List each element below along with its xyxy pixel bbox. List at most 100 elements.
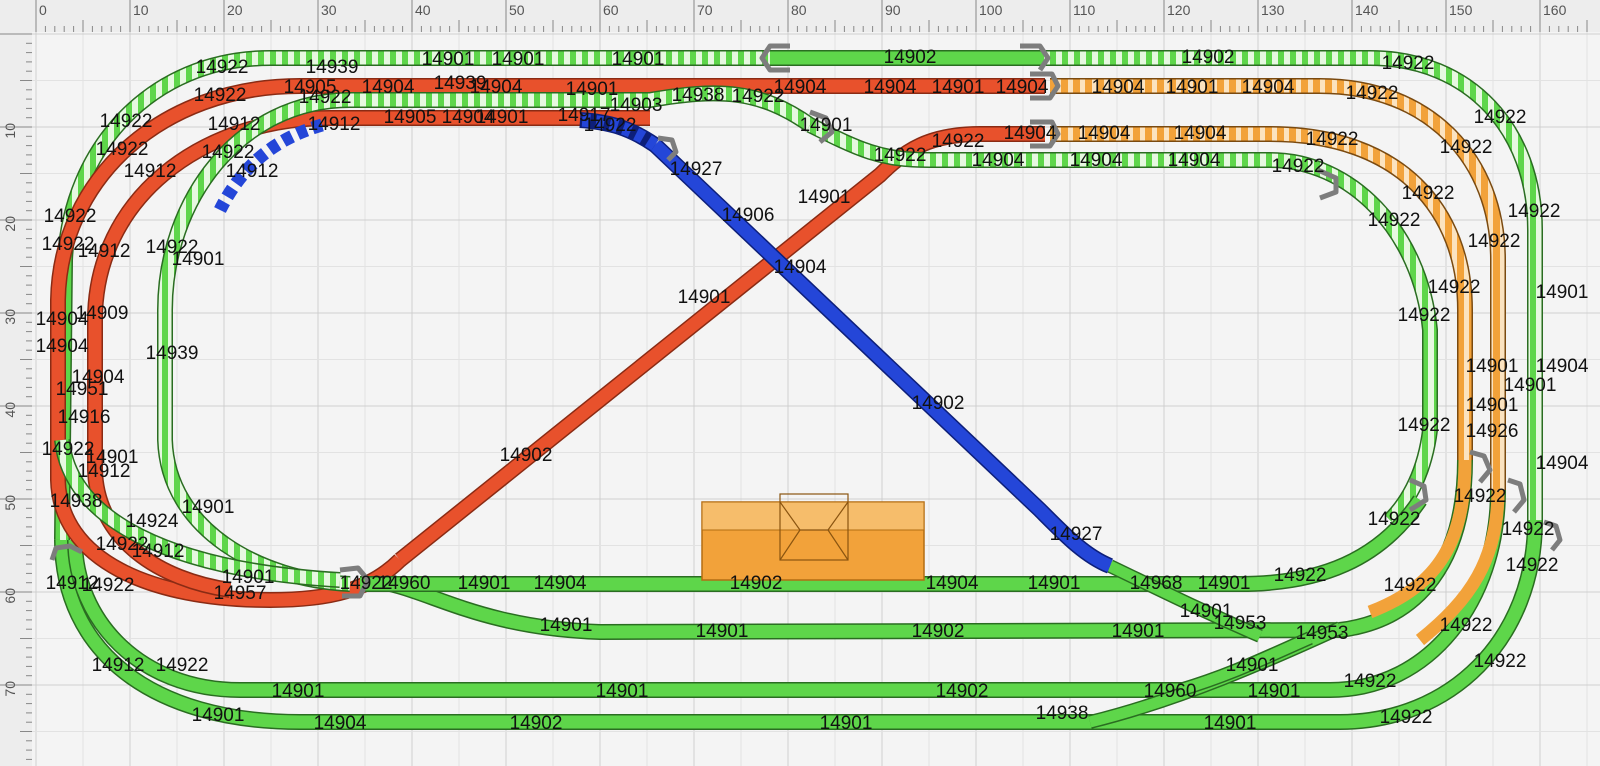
track-piece-label: 14938	[672, 85, 725, 106]
track-piece-label: 14901	[1504, 375, 1557, 396]
top-ruler-label: 20	[227, 2, 243, 18]
track-segment[interactable]	[1050, 79, 1505, 490]
track-piece-label: 14912	[208, 114, 261, 135]
track-piece-label: 14901	[222, 567, 275, 588]
track-piece-label: 14939	[146, 343, 199, 364]
track-piece-label: 14922	[1346, 83, 1399, 104]
track-segment[interactable]	[51, 79, 1045, 607]
track-piece-label: 14922	[874, 145, 927, 166]
lower-crossovers[interactable]	[1088, 621, 1343, 729]
switch-icon[interactable]	[1469, 449, 1493, 484]
track-segment[interactable]	[158, 86, 814, 591]
track-piece-label: 14902	[936, 681, 989, 702]
track-piece-label: 14922	[1502, 519, 1555, 540]
track-segment[interactable]	[1050, 127, 1472, 460]
switch-icon[interactable]	[1020, 43, 1051, 72]
track-piece-label: 14901	[798, 187, 851, 208]
track-piece-label: 14904	[774, 257, 827, 278]
track-segment[interactable]	[579, 113, 659, 151]
track-piece-label: 14904	[36, 309, 89, 330]
track-piece-label: 14912	[226, 161, 279, 182]
switch-icon[interactable]	[49, 543, 84, 561]
track-segment[interactable]	[214, 118, 324, 213]
track-segment[interactable]	[55, 439, 341, 587]
track-piece-label: 14922	[1506, 555, 1559, 576]
track-piece-label: 14904	[314, 713, 367, 734]
switch-icon[interactable]	[1408, 477, 1429, 513]
switch-icon[interactable]	[1543, 519, 1563, 552]
switch-icon[interactable]	[1030, 119, 1061, 149]
station-hall-lines	[779, 501, 849, 561]
switch-icon[interactable]	[657, 135, 679, 162]
track-piece-label: 14901	[1180, 601, 1233, 622]
track-piece-label: 14922	[1384, 575, 1437, 596]
switch-icon[interactable]	[1030, 71, 1061, 101]
station-straight[interactable]	[360, 495, 1427, 643]
track-piece-label: 14904	[1168, 150, 1221, 171]
outer-loop-track[interactable]	[54, 50, 1543, 730]
track-segment[interactable]	[360, 496, 1426, 591]
track-segment[interactable]	[395, 127, 1045, 566]
track-piece-label: 14901	[800, 115, 853, 136]
track-piece-label: 14922	[1368, 509, 1421, 530]
switch-icon[interactable]	[1507, 477, 1527, 514]
track-piece-label: 14901	[476, 107, 529, 128]
track-piece-label: 14905	[384, 107, 437, 128]
track-segment[interactable]	[807, 119, 1437, 525]
track-piece-label: 14922	[1474, 107, 1527, 128]
track-piece-label: 14904	[470, 77, 523, 98]
station-hall	[779, 493, 849, 561]
track-piece-label: 14922	[340, 573, 393, 594]
station-building[interactable]	[701, 493, 925, 581]
track-piece-label: 14917	[558, 105, 611, 126]
track-piece-label: 14916	[58, 407, 111, 428]
switches[interactable]	[49, 43, 1563, 599]
track-piece-label: 14912	[46, 573, 99, 594]
track-piece-label: 14922	[1382, 53, 1435, 74]
top-ruler-label: 160	[1543, 2, 1567, 18]
third-loop-track[interactable]	[378, 126, 1473, 640]
left-ruler-label: 10	[2, 123, 18, 139]
track-segment[interactable]	[1040, 51, 1542, 520]
switch-icon[interactable]	[1316, 167, 1339, 201]
inner-hidden-loop[interactable]	[54, 85, 1438, 592]
track-segment[interactable]	[1367, 459, 1472, 619]
track-segment[interactable]	[55, 519, 1542, 729]
track-piece-label: 14922	[1368, 210, 1421, 231]
track-piece-label: 14922	[1398, 415, 1451, 436]
track-piece-label: 14901	[192, 705, 245, 726]
blue-bridge-track[interactable]	[214, 112, 1114, 574]
track-piece-label: 14904	[1004, 123, 1057, 144]
left-ruler-labels: 10 20 30 40 50 60 70	[2, 123, 18, 697]
track-piece-label: 14904	[1536, 453, 1589, 474]
track-piece-label: 14927	[1050, 524, 1103, 545]
switch-icon[interactable]	[759, 43, 790, 73]
track-piece-label: 14902	[912, 393, 965, 414]
left-ruler	[0, 0, 32, 766]
track-piece-label: 14901	[86, 447, 139, 468]
switch-icon[interactable]	[339, 565, 371, 599]
track-piece-label: 14904	[442, 107, 495, 128]
track-piece-label: 14901	[1028, 573, 1081, 594]
track-piece-label: 14938	[50, 491, 103, 512]
track-piece-label: 14912	[308, 114, 361, 135]
track-piece-label: 14922	[1306, 129, 1359, 150]
track-piece-label: 14922	[1402, 183, 1455, 204]
track-piece-label: 14922	[96, 139, 149, 160]
track-piece-label: 14922	[732, 86, 785, 107]
track-piece-label: 14904	[1092, 77, 1145, 98]
track-piece-label: 14938	[1036, 703, 1089, 724]
second-loop-track[interactable]	[67, 78, 1506, 698]
track-segment[interactable]	[1107, 561, 1263, 642]
top-ruler-label: 150	[1449, 2, 1473, 18]
track-segment[interactable]	[1415, 489, 1505, 646]
track-piece-label: 14909	[76, 303, 129, 324]
track-segment[interactable]	[1178, 632, 1313, 696]
top-ruler-label: 0	[39, 2, 47, 18]
track-piece-label: 14904	[1536, 356, 1589, 377]
track-segment[interactable]	[650, 140, 1113, 573]
switch-icon[interactable]	[809, 109, 835, 144]
